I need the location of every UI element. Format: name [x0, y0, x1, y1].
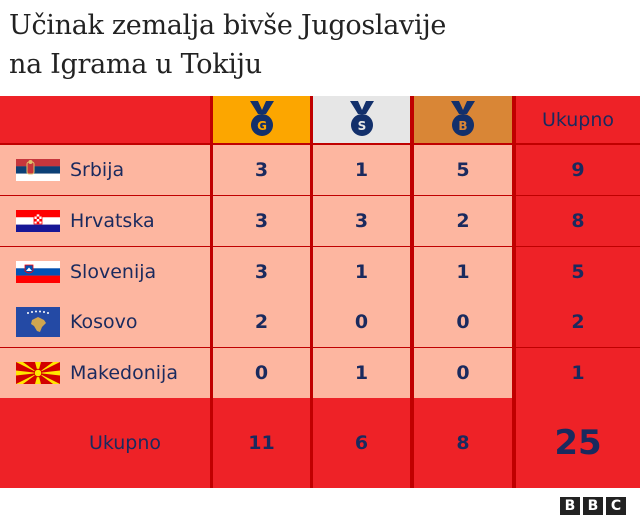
total-count: 1 — [516, 348, 640, 398]
croatia-flag-icon — [16, 210, 60, 232]
grand-total: 25 — [516, 398, 640, 488]
country-name: Srbija — [70, 159, 125, 181]
totals-label: Ukupno — [88, 432, 162, 454]
gold-count: 3 — [213, 145, 310, 195]
bronze-total: 8 — [414, 398, 512, 488]
silver-count: 1 — [313, 348, 410, 398]
header-total-cell: Ukupno — [516, 96, 640, 143]
title-line-2: na Igrama u Tokiju — [9, 49, 262, 80]
gold-count: 3 — [213, 247, 310, 297]
country-cell: Srbija — [0, 145, 210, 195]
gold-count: 3 — [213, 196, 310, 246]
header-bronze-cell: B — [414, 96, 512, 143]
gold-medal-icon: G — [249, 100, 274, 136]
macedonia-flag-icon — [16, 362, 60, 384]
table-row-hrvatska: Hrvatska 3 3 2 8 — [0, 196, 640, 246]
total-count: 8 — [516, 196, 640, 246]
gold-count: 0 — [213, 348, 310, 398]
total-count: 2 — [516, 297, 640, 347]
silver-count: 1 — [313, 145, 410, 195]
svg-text:G: G — [257, 119, 267, 133]
total-count: 9 — [516, 145, 640, 195]
gold-total: 11 — [213, 398, 310, 488]
totals-row: Ukupno 11 6 8 25 — [0, 398, 640, 488]
bbc-logo-block: B — [560, 497, 580, 515]
title-line-1: Učinak zemalja bivše Jugoslavije — [9, 10, 447, 41]
bbc-logo-block: B — [583, 497, 603, 515]
header-silver-cell: S — [313, 96, 410, 143]
gold-count: 2 — [213, 297, 310, 347]
bbc-logo: B B C — [560, 497, 626, 515]
country-cell: Slovenija — [0, 247, 210, 297]
silver-count: 0 — [313, 297, 410, 347]
medal-table: G S B Ukupno Srbija 3 — [0, 96, 640, 488]
country-name: Slovenija — [70, 261, 157, 283]
chart-title: Učinak zemalja bivše Jugoslavije na Igra… — [9, 6, 629, 84]
country-name: Makedonija — [70, 362, 178, 384]
bbc-logo-block: C — [606, 497, 626, 515]
silver-total: 6 — [313, 398, 410, 488]
svg-text:S: S — [357, 119, 366, 133]
country-name: Hrvatska — [70, 210, 155, 232]
header-gold-cell: G — [213, 96, 310, 143]
country-cell: Kosovo — [0, 297, 210, 347]
country-name: Kosovo — [70, 311, 138, 333]
silver-count: 1 — [313, 247, 410, 297]
bronze-count: 0 — [414, 297, 512, 347]
bronze-count: 1 — [414, 247, 512, 297]
totals-label-cell: Ukupno — [0, 398, 210, 488]
table-row-makedonija: Makedonija 0 1 0 1 — [0, 348, 640, 398]
svg-text:B: B — [458, 119, 467, 133]
country-cell: Hrvatska — [0, 196, 210, 246]
table-row-kosovo: Kosovo 2 0 0 2 — [0, 297, 640, 347]
total-count: 5 — [516, 247, 640, 297]
slovenia-flag-icon — [16, 261, 60, 283]
bronze-count: 5 — [414, 145, 512, 195]
country-cell: Makedonija — [0, 348, 210, 398]
serbia-flag-icon — [16, 159, 60, 181]
bronze-count: 2 — [414, 196, 512, 246]
silver-count: 3 — [313, 196, 410, 246]
bronze-medal-icon: B — [451, 100, 475, 136]
table-row-srbija: Srbija 3 1 5 9 — [0, 145, 640, 195]
bronze-count: 0 — [414, 348, 512, 398]
silver-medal-icon: S — [349, 100, 374, 136]
header-total-label: Ukupno — [541, 108, 615, 131]
header-country-cell — [0, 96, 210, 143]
table-row-slovenija: Slovenija 3 1 1 5 — [0, 247, 640, 297]
kosovo-flag-icon — [16, 307, 60, 337]
